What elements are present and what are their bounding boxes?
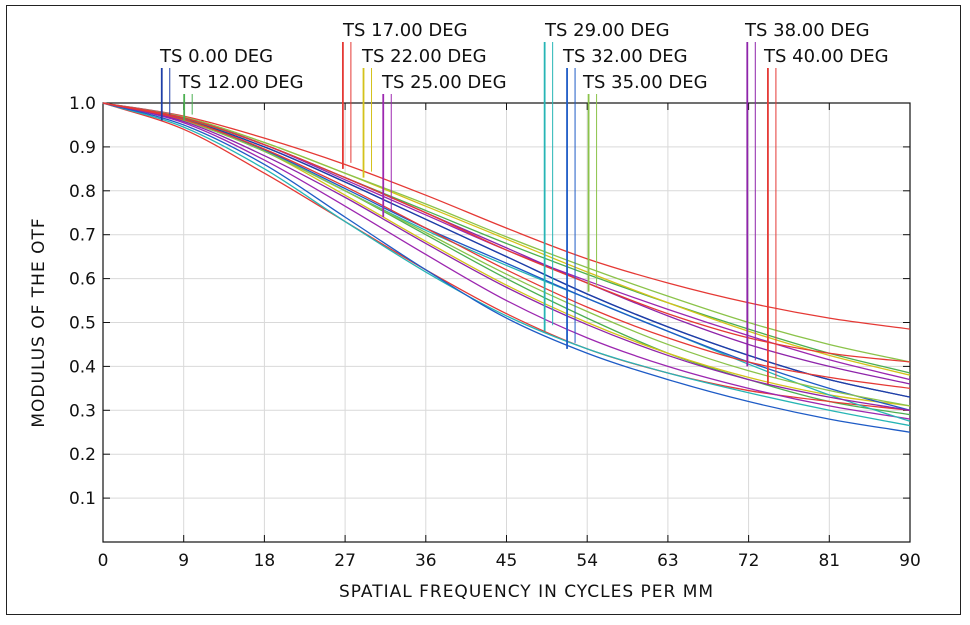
y-tick-label: 0.2 [69,445,96,465]
legend-label: TS 0.00 DEG [159,46,273,67]
x-tick-label: 36 [415,551,437,571]
legend-label: TS 40.00 DEG [763,46,889,67]
legend-label: TS 17.00 DEG [342,20,468,41]
y-tick-label: 0.4 [69,357,96,377]
y-tick-label: 0.8 [69,182,96,202]
series-line-15 [102,102,911,363]
series-line-1 [102,102,911,398]
legend-label: TS 29.00 DEG [544,20,670,41]
y-tick-label: 0.9 [69,138,96,158]
legend-label: TS 25.00 DEG [381,72,507,93]
series-line-18 [102,102,911,389]
legend-label: TS 32.00 DEG [562,46,688,67]
y-tick-label: 0.1 [69,489,96,509]
series-line-16 [102,102,911,411]
x-tick-label: 27 [334,551,356,571]
x-tick-label: 45 [496,551,518,571]
series-line-12 [102,102,911,433]
y-tick-label: 0.6 [69,270,96,290]
x-tick-label: 81 [818,551,840,571]
series-line-14 [102,102,911,407]
legend-label: TS 22.00 DEG [361,46,487,67]
y-tick-label: 0.5 [69,314,96,334]
y-axis-label: MODULUS OF THE OTF [29,217,49,427]
series-line-8 [102,102,911,420]
x-tick-label: 0 [98,551,109,571]
series-line-10 [102,102,911,427]
chart-frame [6,5,961,615]
x-tick-label: 90 [899,551,921,571]
y-tick-label: 0.3 [69,401,96,421]
legend-label: TS 12.00 DEG [178,72,304,93]
series-line-5 [102,102,911,330]
x-tick-label: 72 [738,551,760,571]
legend-label: TS 38.00 DEG [744,20,870,41]
x-axis-label: SPATIAL FREQUENCY IN CYCLES PER MM [339,582,714,602]
y-tick-label: 0.7 [69,226,96,246]
series-line-19 [102,102,911,363]
legend-label: TS 35.00 DEG [582,72,708,93]
x-tick-label: 18 [254,551,276,571]
x-tick-label: 54 [576,551,598,571]
x-tick-label: 9 [178,551,189,571]
x-tick-label: 63 [657,551,679,571]
y-tick-label: 1.0 [69,94,96,114]
